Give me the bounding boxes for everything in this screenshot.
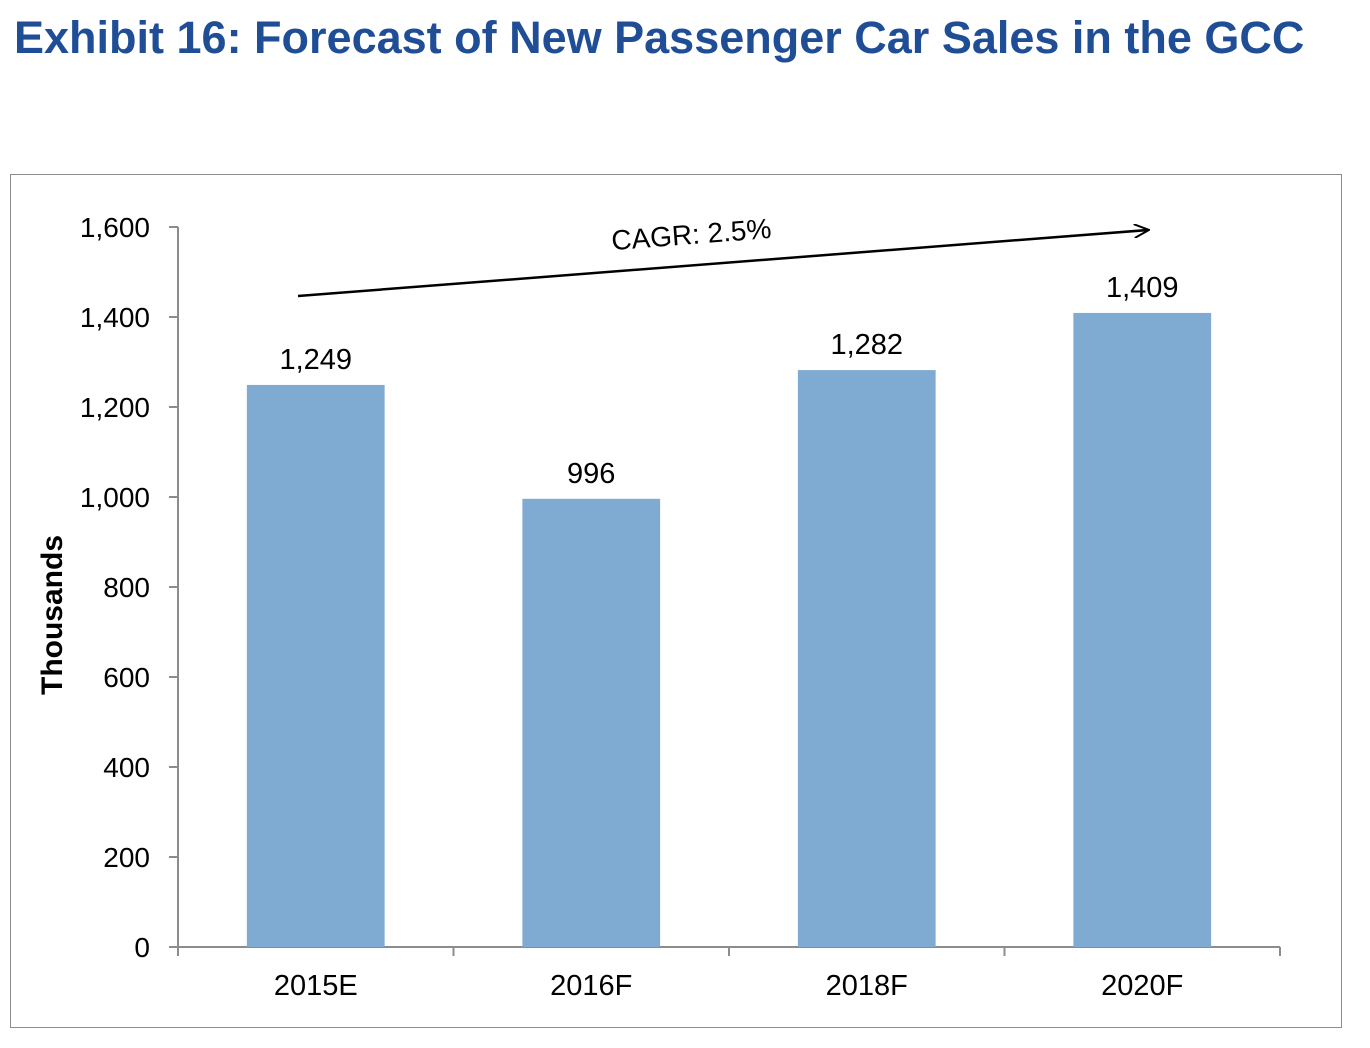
chart-title: Exhibit 16: Forecast of New Passenger Ca… bbox=[14, 12, 1305, 63]
bar-2016f bbox=[522, 498, 661, 947]
x-axis: 2015E 2016F 2018F 2020F bbox=[177, 946, 1281, 1002]
data-labels: 1,249 996 1,282 1,409 bbox=[279, 272, 1178, 490]
y-tick-label: 200 bbox=[103, 842, 150, 873]
bar-2015e bbox=[246, 384, 385, 947]
y-tick-label: 1,200 bbox=[80, 392, 150, 423]
cagr-arrow bbox=[297, 230, 1148, 298]
y-tick-label: 800 bbox=[103, 572, 150, 603]
x-tick-label-2016f: 2016F bbox=[550, 970, 632, 1002]
y-tick-label: 1,400 bbox=[80, 302, 150, 333]
data-label-2020f: 1,409 bbox=[1106, 272, 1179, 304]
y-tick-label: 1,600 bbox=[80, 212, 150, 243]
y-tick-label: 1,000 bbox=[80, 482, 150, 513]
bar-2018f bbox=[797, 370, 936, 948]
y-tick-label: 400 bbox=[103, 752, 150, 783]
x-tick-label-2018f: 2018F bbox=[826, 970, 908, 1002]
y-tick-label: 0 bbox=[134, 932, 150, 963]
bars bbox=[246, 312, 1212, 948]
y-axis: 0 200 400 600 800 1,000 1,200 1,400 1,600 bbox=[80, 212, 179, 963]
chart-frame bbox=[10, 174, 1342, 1028]
data-label-2015e: 1,249 bbox=[279, 344, 352, 376]
x-tick-label-2020f: 2020F bbox=[1101, 970, 1183, 1002]
data-label-2018f: 1,282 bbox=[830, 329, 903, 361]
x-tick-label-2015e: 2015E bbox=[274, 970, 358, 1002]
data-label-2016f: 996 bbox=[567, 458, 615, 490]
cagr-annotation: CAGR: 2.5% bbox=[610, 213, 772, 256]
y-axis-title: Thousands bbox=[36, 535, 69, 695]
bar-2020f bbox=[1073, 312, 1212, 947]
y-tick-label: 600 bbox=[103, 662, 150, 693]
